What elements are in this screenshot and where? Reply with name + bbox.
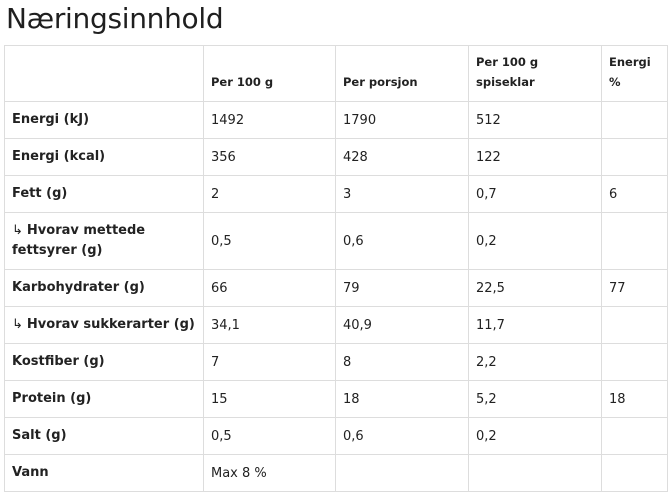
table-body: Energi (kJ) 1492 1790 512 Energi (kcal) 356 42… [4,101,668,492]
table-row: ↳ Hvorav sukkerarter (g) 34,1 40,9 11,7 [4,306,668,344]
value-per-100g: 356 [203,138,336,176]
value-per-100g-ready [468,454,602,492]
nutrient-label: Kostfiber (g) [4,343,204,381]
value-energy-percent [601,343,668,381]
table-row: Kostfiber (g) 7 8 2,2 [4,343,668,381]
nutrient-label-text: Protein (g) [12,391,92,406]
nutrient-label: Energi (kcal) [4,138,204,176]
value-per-serving: 40,9 [335,306,469,344]
nutrition-table: Per 100 g Per porsjon Per 100 g spisekla… [4,45,668,492]
column-header-per-100g-ready: Per 100 g spiseklar [468,45,602,102]
nutrient-label: Fett (g) [4,175,204,213]
value-per-100g: 7 [203,343,336,381]
table-row: Fett (g) 2 3 0,7 6 [4,175,668,213]
nutrient-label: Vann [4,454,204,492]
nutrient-label: ↳ Hvorav mettede fettsyrer (g) [4,212,204,270]
value-per-100g-ready: 122 [468,138,602,176]
value-per-serving [335,454,469,492]
column-header-per-serving: Per porsjon [335,45,469,102]
nutrient-label: Energi (kJ) [4,101,204,139]
value-per-serving: 1790 [335,101,469,139]
sub-item-arrow-icon: ↳ [12,317,23,332]
nutrient-label-text: Energi (kcal) [12,149,106,164]
table-row: Energi (kJ) 1492 1790 512 [4,101,668,139]
nutrient-label-text: Kostfiber (g) [12,354,105,369]
value-energy-percent: 6 [601,175,668,213]
value-per-serving: 79 [335,269,469,307]
table-row: Salt (g) 0,5 0,6 0,2 [4,417,668,455]
value-energy-percent [601,306,668,344]
nutrient-label-text: Salt (g) [12,428,67,443]
nutrient-label: Salt (g) [4,417,204,455]
value-per-100g-ready: 11,7 [468,306,602,344]
column-header-per-100g: Per 100 g [203,45,336,102]
value-per-100g-ready: 5,2 [468,380,602,418]
column-header-energy-percent: Energi % [601,45,668,102]
value-per-100g: 0,5 [203,417,336,455]
nutrient-label-text: Hvorav sukkerarter (g) [26,317,195,332]
value-per-serving: 3 [335,175,469,213]
nutrient-label-text: Energi (kJ) [12,112,90,127]
table-row: Energi (kcal) 356 428 122 [4,138,668,176]
nutrient-label-text: Vann [12,465,49,480]
sub-item-arrow-icon: ↳ [12,223,23,238]
value-energy-percent [601,101,668,139]
value-per-100g: 34,1 [203,306,336,344]
page-title: Næringsinnhold [6,2,224,35]
value-energy-percent: 18 [601,380,668,418]
value-per-serving: 0,6 [335,212,469,270]
value-per-100g: 0,5 [203,212,336,270]
value-per-100g-ready: 22,5 [468,269,602,307]
value-per-100g-ready: 0,2 [468,212,602,270]
value-per-100g-ready: 0,2 [468,417,602,455]
value-energy-percent [601,417,668,455]
value-energy-percent [601,454,668,492]
value-energy-percent: 77 [601,269,668,307]
value-per-serving: 428 [335,138,469,176]
value-per-100g: 66 [203,269,336,307]
value-per-serving: 18 [335,380,469,418]
table-row: ↳ Hvorav mettede fettsyrer (g) 0,5 0,6 0,2 [4,212,668,270]
value-per-serving: 8 [335,343,469,381]
value-per-100g-ready: 512 [468,101,602,139]
table-row: Protein (g) 15 18 5,2 18 [4,380,668,418]
table-row: Vann Max 8 % [4,454,668,492]
nutrient-label-text: Karbohydrater (g) [12,280,145,295]
value-per-100g-ready: 2,2 [468,343,602,381]
value-per-serving: 0,6 [335,417,469,455]
value-per-100g: 1492 [203,101,336,139]
value-per-100g: Max 8 % [203,454,336,492]
nutrient-label-text: Hvorav mettede fettsyrer (g) [12,223,146,258]
nutrient-label: Protein (g) [4,380,204,418]
value-energy-percent [601,212,668,270]
value-per-100g: 15 [203,380,336,418]
table-header-row: Per 100 g Per porsjon Per 100 g spisekla… [4,45,668,102]
column-header-nutrient [4,45,204,102]
nutrient-label-text: Fett (g) [12,186,68,201]
value-per-100g-ready: 0,7 [468,175,602,213]
value-per-100g: 2 [203,175,336,213]
value-energy-percent [601,138,668,176]
nutrient-label: ↳ Hvorav sukkerarter (g) [4,306,204,344]
nutrient-label: Karbohydrater (g) [4,269,204,307]
table-row: Karbohydrater (g) 66 79 22,5 77 [4,269,668,307]
